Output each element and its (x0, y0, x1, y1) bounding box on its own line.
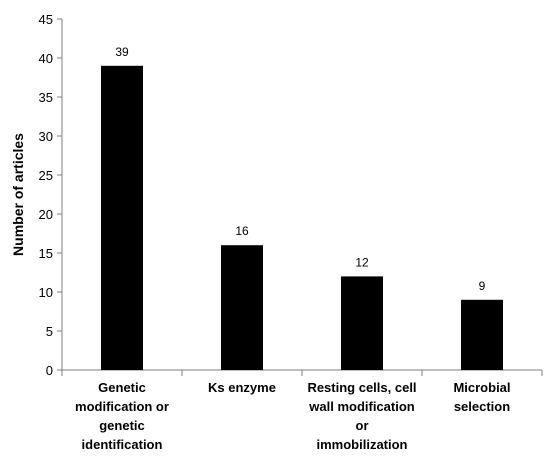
y-tick-label: 15 (39, 246, 53, 261)
bars (101, 65, 503, 371)
data-labels: 39 16 12 9 (115, 45, 485, 293)
bar (101, 65, 143, 371)
y-axis-label: Number of articles (10, 133, 26, 256)
y-tick-label: 45 (39, 12, 53, 27)
y-tick-label: 0 (46, 363, 53, 378)
data-label: 16 (235, 224, 249, 238)
x-tick-label: Ks enzyme (208, 380, 276, 395)
bar (461, 299, 503, 370)
y-tick-label: 25 (39, 168, 53, 183)
y-tick-label: 35 (39, 90, 53, 105)
bar (341, 276, 383, 370)
x-axis: Genetic modification or genetic identificat… (61, 369, 543, 452)
y-axis: 0 5 10 15 20 25 30 35 40 45 (39, 12, 63, 378)
y-tick-label: 40 (39, 51, 53, 66)
data-label: 9 (479, 279, 486, 293)
x-tick-label: Genetic modification or genetic identificat… (75, 380, 169, 452)
data-label: 12 (355, 255, 369, 269)
x-tick-label: Resting cells, cell wall modification or im… (307, 380, 416, 452)
y-tick-label: 10 (39, 285, 53, 300)
data-label: 39 (115, 45, 129, 59)
y-tick-label: 20 (39, 207, 53, 222)
y-tick-label: 30 (39, 129, 53, 144)
x-tick-label: Microbial selection (453, 380, 510, 414)
bar (221, 245, 263, 370)
y-tick-label: 5 (46, 324, 53, 339)
